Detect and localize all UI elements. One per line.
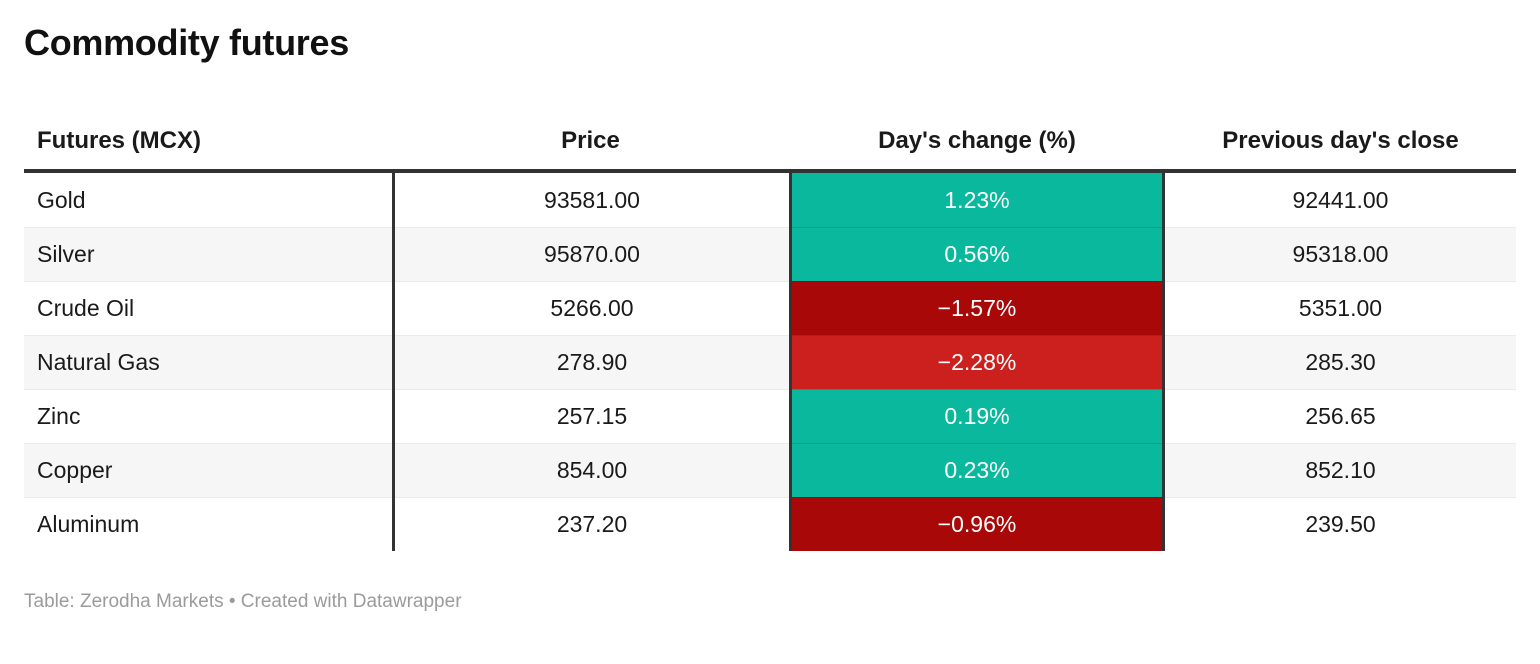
prev-close-value: 852.10 <box>1165 443 1516 497</box>
prev-close-value: 239.50 <box>1165 497 1516 551</box>
price-value: 237.20 <box>392 497 789 551</box>
change-cell: 0.23% <box>789 443 1165 497</box>
table-header-row: Futures (MCX) Price Day's change (%) Pre… <box>24 126 1516 173</box>
prev-close-value: 95318.00 <box>1165 227 1516 281</box>
price-value: 95870.00 <box>392 227 789 281</box>
futures-name: Natural Gas <box>24 335 392 389</box>
prev-close-value: 256.65 <box>1165 389 1516 443</box>
price-value: 854.00 <box>392 443 789 497</box>
table-row: Copper 854.00 0.23% 852.10 <box>24 443 1516 497</box>
table-row: Aluminum 237.20 −0.96% 239.50 <box>24 497 1516 551</box>
attribution: Table: Zerodha Markets • Created with Da… <box>24 591 462 612</box>
table-row: Zinc 257.15 0.19% 256.65 <box>24 389 1516 443</box>
table-row: Gold 93581.00 1.23% 92441.00 <box>24 173 1516 227</box>
table-body: Gold 93581.00 1.23% 92441.00 Silver 9587… <box>24 173 1516 551</box>
page-title: Commodity futures <box>24 22 349 63</box>
prev-close-value: 5351.00 <box>1165 281 1516 335</box>
change-cell: 0.56% <box>789 227 1165 281</box>
price-value: 5266.00 <box>392 281 789 335</box>
futures-name: Gold <box>37 186 86 213</box>
col-header-change: Day's change (%) <box>878 127 1076 154</box>
col-header-prev-close: Previous day's close <box>1222 127 1459 154</box>
change-cell: 1.23% <box>789 173 1165 227</box>
prev-close-value: 285.30 <box>1165 335 1516 389</box>
change-cell: −2.28% <box>789 335 1165 389</box>
futures-name: Crude Oil <box>24 281 392 335</box>
col-header-futures: Futures (MCX) <box>37 127 201 154</box>
table-row: Crude Oil 5266.00 −1.57% 5351.00 <box>24 281 1516 335</box>
commodity-futures-table: Futures (MCX) Price Day's change (%) Pre… <box>24 126 1516 551</box>
prev-close-value: 92441.00 <box>1292 186 1389 213</box>
price-value: 93581.00 <box>392 173 789 227</box>
change-cell: −0.96% <box>789 497 1165 551</box>
col-header-price: Price <box>561 127 620 154</box>
futures-name: Aluminum <box>24 497 392 551</box>
page: Commodity futures Futures (MCX) Price Da… <box>0 20 1540 613</box>
futures-name: Silver <box>24 227 392 281</box>
change-cell: −1.57% <box>789 281 1165 335</box>
table-row: Silver 95870.00 0.56% 95318.00 <box>24 227 1516 281</box>
futures-name: Copper <box>24 443 392 497</box>
table-row: Natural Gas 278.90 −2.28% 285.30 <box>24 335 1516 389</box>
price-value: 278.90 <box>392 335 789 389</box>
price-value: 257.15 <box>392 389 789 443</box>
futures-name: Zinc <box>24 389 392 443</box>
change-cell: 0.19% <box>789 389 1165 443</box>
